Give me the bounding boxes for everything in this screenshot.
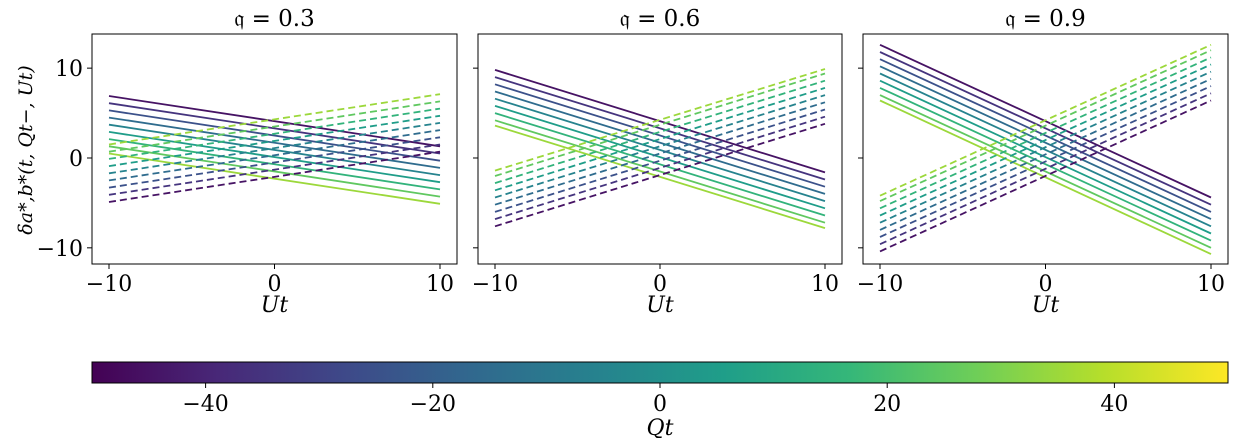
series-line-solid-q-45 [494,69,826,174]
series-line-solid-q15 [879,87,1212,242]
series-line-dashed-q-35 [108,143,441,196]
series-line-dashed-q15 [879,56,1212,210]
series-line-dashed-q-25 [108,136,441,189]
panels: −10 0 10 −10 0 10 Ut 𝔮 = 0.3 −10 0 10 Ut 𝔮 = 0.6 −10 0… [37,6,1229,318]
colorbar-tick-label: 0 [653,392,667,417]
series-line-dashed-q5 [108,114,441,167]
series-line-solid-q15 [494,112,826,217]
series-group [494,68,826,229]
x-tick-label: 0 [653,272,667,297]
colorbar-gradient [91,361,1229,384]
series-line-dashed-q-5 [494,94,826,199]
series-line-solid-q-25 [879,58,1212,213]
series-line-dashed-q-5 [879,70,1212,224]
series-line-solid-q-15 [879,65,1212,220]
y-tick-label: −10 [37,237,83,262]
series-line-dashed-q25 [494,72,826,177]
series-line-solid-q15 [108,138,441,191]
series-line-solid-q-5 [108,123,441,176]
series-line-solid-q35 [879,99,1212,255]
series-line-dashed-q-5 [108,122,441,175]
panel-title: 𝔮 = 0.6 [620,6,700,32]
colorbar-label: Qt [647,416,674,438]
x-axis-label: Ut [261,293,289,318]
series-line-solid-q35 [494,124,826,229]
series-group [879,43,1212,255]
series-group [108,93,441,205]
panel-1: −10 0 10 −10 0 10 Ut 𝔮 = 0.3 [37,6,458,318]
series-line-dashed-q-35 [879,92,1212,246]
series-line-solid-q5 [494,105,826,210]
series-line-dashed-q-15 [108,129,441,182]
series-line-solid-q5 [108,131,441,184]
series-line-dashed-q35 [879,43,1212,197]
series-line-solid-q-35 [494,76,826,181]
series-line-dashed-q25 [108,100,441,153]
series-line-dashed-q-25 [879,85,1212,238]
panel-title: 𝔮 = 0.3 [234,6,314,32]
x-tick-label: −10 [86,272,132,297]
series-line-dashed-q-25 [494,108,826,213]
x-tick-label: 10 [426,272,454,297]
series-line-dashed-q25 [879,49,1212,202]
x-tick-label: 0 [1039,272,1053,297]
series-line-solid-q35 [108,152,441,205]
series-line-dashed-q35 [108,93,441,146]
series-line-dashed-q35 [494,68,826,172]
series-line-dashed-q-15 [879,78,1212,231]
series-line-solid-q25 [879,94,1212,249]
x-axis-label: Ut [646,293,674,318]
series-line-dashed-q-45 [494,122,826,228]
x-axis-label: Ut [1032,293,1060,318]
panel-3: −10 0 10 Ut 𝔮 = 0.9 [857,6,1229,318]
series-line-solid-q-5 [494,97,826,202]
x-tick-label: 10 [811,272,839,297]
series-line-dashed-q15 [494,79,826,184]
series-line-dashed-q15 [108,107,441,160]
series-line-solid-q-25 [494,83,826,188]
x-tick-label: −10 [472,272,518,297]
colorbar-tick-label: −40 [182,392,228,417]
x-tick-label: −10 [857,272,903,297]
series-line-solid-q-15 [494,90,826,195]
y-tick-label: 10 [55,57,83,82]
colorbar-tick-label: 20 [873,392,901,417]
series-line-solid-q-5 [879,72,1212,228]
series-line-dashed-q5 [494,87,826,192]
series-line-solid-q5 [879,79,1212,235]
panel-title: 𝔮 = 0.9 [1005,6,1085,32]
series-line-solid-q-35 [879,51,1212,206]
y-axis-label: δa*,b*(t, Qt−, Ut) [15,65,37,234]
colorbar-tick-label: 40 [1100,392,1128,417]
series-line-solid-q25 [108,145,441,198]
x-tick-label: 0 [268,272,282,297]
series-line-dashed-q-15 [494,101,826,206]
series-line-solid-q25 [494,119,826,224]
series-line-dashed-q5 [879,63,1212,217]
series-line-dashed-q-45 [879,99,1212,253]
colorbar: −40 −20 0 20 40 Qt [91,361,1229,438]
colorbar-tick-label: −20 [410,392,456,417]
x-tick-label: 10 [1197,272,1225,297]
series-line-dashed-q-35 [494,115,826,220]
series-line-dashed-q-45 [108,150,441,203]
y-tick-label: 0 [69,147,83,172]
panel-2: −10 0 10 Ut 𝔮 = 0.6 [472,6,843,318]
